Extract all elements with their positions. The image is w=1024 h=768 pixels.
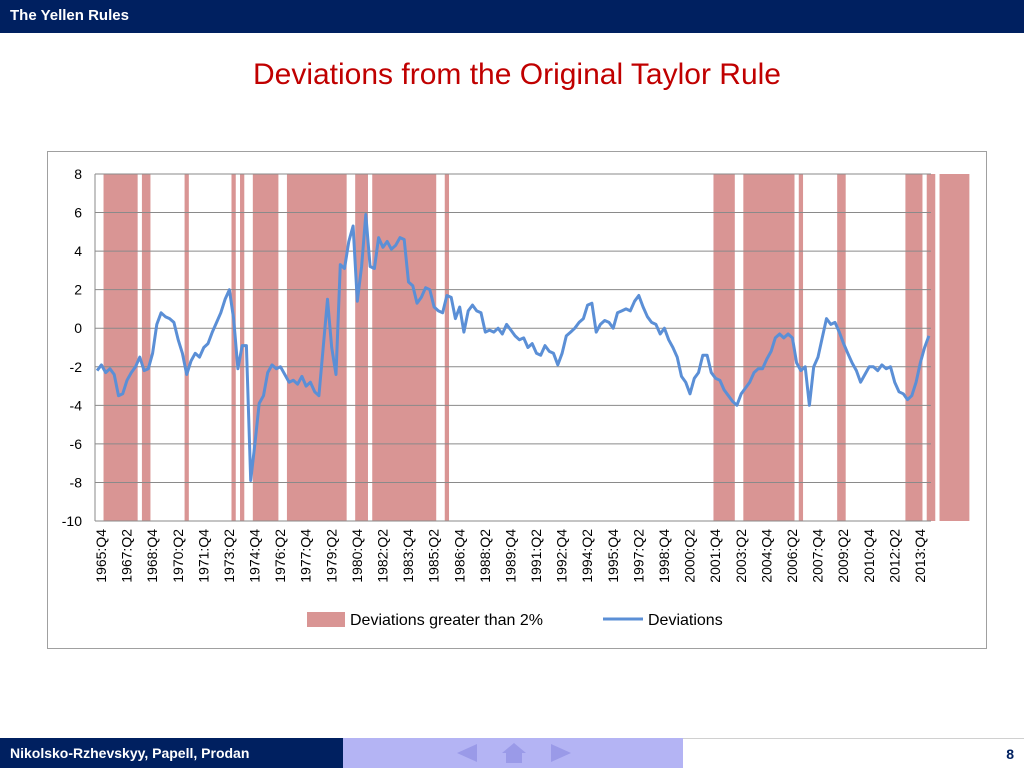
deviation-band bbox=[444, 174, 450, 521]
deviation-band bbox=[939, 174, 970, 521]
deviation-band bbox=[252, 174, 279, 521]
deviation-band bbox=[141, 174, 151, 521]
x-tick-label: 1967:Q2 bbox=[119, 529, 135, 583]
y-tick-label: 2 bbox=[74, 282, 82, 298]
x-tick-label: 1983:Q4 bbox=[400, 529, 416, 583]
x-tick-label: 1973:Q2 bbox=[221, 529, 237, 583]
x-tick-label: 1985:Q2 bbox=[426, 529, 442, 583]
x-tick-label: 1995:Q4 bbox=[605, 529, 621, 583]
y-tick-label: -6 bbox=[70, 436, 83, 452]
x-tick-label: 1986:Q4 bbox=[451, 529, 467, 583]
x-tick-label: 2004:Q4 bbox=[758, 529, 774, 583]
x-tick-label: 1992:Q4 bbox=[554, 529, 570, 583]
x-tick-label: 1974:Q4 bbox=[247, 529, 263, 583]
x-tick-label: 1994:Q2 bbox=[579, 529, 595, 583]
legend-band-swatch bbox=[307, 612, 345, 627]
x-tick-label: 2010:Q4 bbox=[861, 529, 877, 583]
deviation-band bbox=[103, 174, 138, 521]
x-tick-label: 1982:Q2 bbox=[375, 529, 391, 583]
y-tick-label: -4 bbox=[70, 397, 83, 413]
x-tick-label: 1977:Q4 bbox=[298, 529, 314, 583]
line-layer bbox=[95, 213, 931, 482]
deviation-band bbox=[798, 174, 804, 521]
next-arrow-icon[interactable] bbox=[549, 742, 575, 764]
presentation-title: The Yellen Rules bbox=[10, 7, 129, 24]
deviations-line bbox=[95, 213, 931, 482]
home-icon[interactable] bbox=[501, 742, 527, 764]
authors-label: Nikolsko-Rzhevskyy, Papell, Prodan bbox=[10, 745, 250, 761]
x-tick-label: 1970:Q2 bbox=[170, 529, 186, 583]
top-bar: The Yellen Rules bbox=[0, 0, 1024, 33]
legend-line-label: Deviations bbox=[648, 612, 723, 629]
footer-authors-bar: Nikolsko-Rzhevskyy, Papell, Prodan bbox=[0, 738, 343, 768]
x-tick-label: 1965:Q4 bbox=[93, 529, 109, 583]
legend: Deviations greater than 2% Deviations bbox=[307, 612, 723, 629]
x-tick-label: 2012:Q2 bbox=[886, 529, 902, 583]
x-tick-label: 1968:Q4 bbox=[144, 529, 160, 583]
x-tick-label: 2000:Q2 bbox=[682, 529, 698, 583]
y-tick-label: -8 bbox=[70, 474, 83, 490]
y-tick-label: 8 bbox=[74, 166, 82, 182]
y-tick-labels: 8 6 4 2 0 -2 -4 -6 -8 -10 bbox=[62, 166, 82, 529]
footer-navigation bbox=[343, 738, 683, 768]
y-tick-label: 6 bbox=[74, 205, 82, 221]
deviation-band bbox=[905, 174, 923, 521]
previous-arrow-icon[interactable] bbox=[453, 742, 479, 764]
y-tick-label: 4 bbox=[74, 243, 82, 259]
x-tick-label: 1988:Q2 bbox=[477, 529, 493, 583]
deviation-band bbox=[372, 174, 437, 521]
y-tick-label: -2 bbox=[70, 359, 83, 375]
x-tick-label: 2009:Q2 bbox=[835, 529, 851, 583]
x-tick-label: 1989:Q4 bbox=[502, 529, 518, 583]
x-tick-label: 1991:Q2 bbox=[528, 529, 544, 583]
deviation-band bbox=[355, 174, 368, 521]
y-tick-label: 0 bbox=[74, 320, 82, 336]
x-tick-label: 1976:Q2 bbox=[272, 529, 288, 583]
deviation-band bbox=[926, 174, 936, 521]
deviation-band bbox=[184, 174, 189, 521]
x-tick-label: 2001:Q4 bbox=[707, 529, 723, 583]
x-tick-label: 1998:Q4 bbox=[656, 529, 672, 583]
x-tick-label: 2003:Q2 bbox=[733, 529, 749, 583]
x-tick-label: 1997:Q2 bbox=[630, 529, 646, 583]
deviation-band bbox=[837, 174, 846, 521]
x-tick-label: 2006:Q2 bbox=[784, 529, 800, 583]
x-tick-label: 1971:Q4 bbox=[195, 529, 211, 583]
x-tick-label: 1980:Q4 bbox=[349, 529, 365, 583]
x-tick-label: 2007:Q4 bbox=[810, 529, 826, 583]
bands-layer bbox=[103, 174, 970, 521]
page-number: 8 bbox=[1006, 746, 1014, 762]
deviation-band bbox=[713, 174, 735, 521]
deviation-band bbox=[231, 174, 236, 521]
grid-layer bbox=[95, 173, 931, 522]
y-tick-label: -10 bbox=[62, 513, 82, 529]
x-tick-label: 1979:Q2 bbox=[323, 529, 339, 583]
legend-band-label: Deviations greater than 2% bbox=[350, 612, 543, 629]
footer-page-area: 8 bbox=[683, 738, 1024, 768]
chart-frame bbox=[47, 151, 987, 649]
slide-title: Deviations from the Original Taylor Rule bbox=[252, 58, 781, 91]
deviation-band bbox=[743, 174, 795, 521]
x-tick-labels: 1965:Q4 1967:Q2 1968:Q4 1970:Q2 1971:Q4 1973:… bbox=[93, 529, 928, 583]
x-tick-label: 2013:Q4 bbox=[912, 529, 928, 583]
